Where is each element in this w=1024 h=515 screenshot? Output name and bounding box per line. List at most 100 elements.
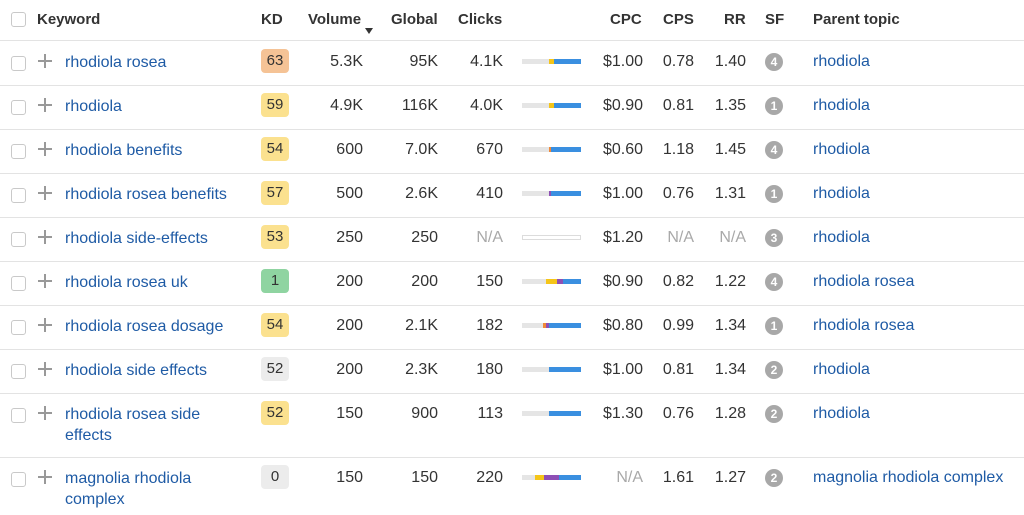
parent-topic-link[interactable]: rhodiola bbox=[813, 53, 870, 70]
clicks-bar-segment bbox=[534, 475, 544, 480]
kd-badge: 59 bbox=[261, 93, 289, 117]
rr-value: 1.34 bbox=[714, 317, 746, 334]
row-checkbox[interactable] bbox=[11, 56, 26, 71]
clicks-bar-segment bbox=[548, 411, 581, 416]
clicks-value: 180 bbox=[476, 361, 503, 378]
add-to-list-icon[interactable] bbox=[37, 97, 53, 113]
row-checkbox[interactable] bbox=[11, 100, 26, 115]
keyword-link[interactable]: rhodiola side-effects bbox=[65, 230, 208, 247]
cpc-value: $1.00 bbox=[602, 185, 643, 202]
col-sf[interactable]: SF bbox=[765, 11, 785, 28]
clicks-distribution-bar bbox=[522, 475, 581, 480]
parent-topic-link[interactable]: rhodiola bbox=[813, 405, 870, 422]
col-global[interactable]: Global bbox=[391, 11, 438, 28]
clicks-distribution-bar bbox=[522, 59, 581, 64]
clicks-bar-segment bbox=[548, 323, 581, 328]
serp-features-badge[interactable]: 1 bbox=[765, 97, 783, 115]
clicks-bar-segment bbox=[542, 323, 546, 328]
cps-value: 0.76 bbox=[662, 405, 694, 422]
col-volume[interactable]: Volume bbox=[308, 11, 374, 35]
keyword-link[interactable]: rhodiola rosea dosage bbox=[65, 318, 224, 335]
add-to-list-icon[interactable] bbox=[37, 273, 53, 289]
keyword-link[interactable]: rhodiola bbox=[65, 98, 122, 115]
clicks-distribution-bar bbox=[522, 191, 581, 196]
keyword-link[interactable]: rhodiola rosea bbox=[65, 54, 167, 71]
add-to-list-icon[interactable] bbox=[37, 469, 53, 485]
col-cpc[interactable]: CPC bbox=[610, 11, 642, 28]
rr-value: 1.27 bbox=[714, 469, 746, 486]
cpc-value: $0.90 bbox=[602, 97, 643, 114]
keyword-link[interactable]: rhodiola rosea uk bbox=[65, 274, 188, 291]
cpc-value: $1.30 bbox=[602, 405, 643, 422]
clicks-bar-segment bbox=[543, 475, 559, 480]
row-checkbox[interactable] bbox=[11, 408, 26, 423]
keyword-link[interactable]: rhodiola side effects bbox=[65, 362, 208, 379]
row-checkbox[interactable] bbox=[11, 232, 26, 247]
col-cps[interactable]: CPS bbox=[663, 11, 694, 28]
rr-value: 1.35 bbox=[714, 97, 746, 114]
cps-value: 0.82 bbox=[662, 273, 694, 290]
cpc-value: $0.60 bbox=[602, 141, 643, 158]
row-checkbox[interactable] bbox=[11, 144, 26, 159]
col-parent-topic[interactable]: Parent topic bbox=[813, 11, 900, 28]
kd-badge: 57 bbox=[261, 181, 289, 205]
table-row: rhodiola benefits 54 600 7.0K 670 $0.60 1.18 1.… bbox=[0, 129, 1024, 174]
rr-value: N/A bbox=[719, 229, 746, 246]
clicks-bar-segment bbox=[557, 279, 564, 284]
add-to-list-icon[interactable] bbox=[37, 185, 53, 201]
table-row: rhodiola side effects 52 200 2.3K 180 $1.00 0.… bbox=[0, 349, 1024, 394]
table-row: magnolia rhodiola complex 0 150 150 220 N/A 1.… bbox=[0, 457, 1024, 515]
parent-topic-link[interactable]: magnolia rhodiola complex bbox=[813, 469, 1004, 486]
serp-features-badge[interactable]: 2 bbox=[765, 405, 783, 423]
serp-features-badge[interactable]: 4 bbox=[765, 273, 783, 291]
parent-topic-link[interactable]: rhodiola bbox=[813, 185, 870, 202]
keyword-link[interactable]: rhodiola benefits bbox=[65, 142, 183, 159]
parent-topic-link[interactable]: rhodiola bbox=[813, 97, 870, 114]
add-to-list-icon[interactable] bbox=[37, 361, 53, 377]
parent-topic-link[interactable]: rhodiola bbox=[813, 141, 870, 158]
col-kd[interactable]: KD bbox=[261, 11, 283, 28]
col-rr[interactable]: RR bbox=[724, 11, 746, 28]
rr-value: 1.34 bbox=[714, 361, 746, 378]
add-to-list-icon[interactable] bbox=[37, 229, 53, 245]
kd-badge: 54 bbox=[261, 137, 289, 161]
row-checkbox[interactable] bbox=[11, 364, 26, 379]
add-to-list-icon[interactable] bbox=[37, 317, 53, 333]
add-to-list-icon[interactable] bbox=[37, 141, 53, 157]
clicks-value: 113 bbox=[477, 405, 503, 422]
add-to-list-icon[interactable] bbox=[37, 405, 53, 421]
volume-value: 150 bbox=[336, 469, 363, 486]
serp-features-badge[interactable]: 3 bbox=[765, 229, 783, 247]
serp-features-badge[interactable]: 1 bbox=[765, 185, 783, 203]
clicks-value: 4.1K bbox=[470, 53, 503, 70]
serp-features-badge[interactable]: 2 bbox=[765, 469, 783, 487]
col-clicks[interactable]: Clicks bbox=[458, 11, 503, 28]
table-row: rhodiola rosea dosage 54 200 2.1K 182 $0.80 0.… bbox=[0, 305, 1024, 350]
row-checkbox[interactable] bbox=[11, 320, 26, 335]
parent-topic-link[interactable]: rhodiola rosea bbox=[813, 273, 915, 290]
serp-features-badge[interactable]: 4 bbox=[765, 53, 783, 71]
clicks-distribution-bar bbox=[522, 147, 581, 152]
row-checkbox[interactable] bbox=[11, 188, 26, 203]
keyword-link[interactable]: rhodiola rosea benefits bbox=[65, 186, 227, 203]
parent-topic-link[interactable]: rhodiola bbox=[813, 229, 870, 246]
col-keyword[interactable]: Keyword bbox=[37, 11, 101, 28]
row-checkbox[interactable] bbox=[11, 276, 26, 291]
keyword-link[interactable]: magnolia rhodiola complex bbox=[65, 470, 192, 508]
row-checkbox[interactable] bbox=[11, 472, 26, 487]
parent-topic-link[interactable]: rhodiola rosea bbox=[813, 317, 915, 334]
cps-value: 0.99 bbox=[662, 317, 694, 334]
keyword-link[interactable]: rhodiola rosea side effects bbox=[65, 406, 201, 444]
clicks-bar-segment bbox=[522, 103, 549, 108]
serp-features-badge[interactable]: 2 bbox=[765, 361, 783, 379]
add-to-list-icon[interactable] bbox=[37, 53, 53, 69]
serp-features-badge[interactable]: 4 bbox=[765, 141, 783, 159]
kd-badge: 53 bbox=[261, 225, 289, 249]
serp-features-badge[interactable]: 1 bbox=[765, 317, 783, 335]
parent-topic-link[interactable]: rhodiola bbox=[813, 361, 870, 378]
cpc-value: $0.80 bbox=[602, 317, 643, 334]
select-all-checkbox[interactable] bbox=[11, 12, 26, 27]
cps-value: 1.61 bbox=[662, 469, 694, 486]
kd-badge: 63 bbox=[261, 49, 289, 73]
clicks-distribution-bar bbox=[522, 323, 581, 328]
